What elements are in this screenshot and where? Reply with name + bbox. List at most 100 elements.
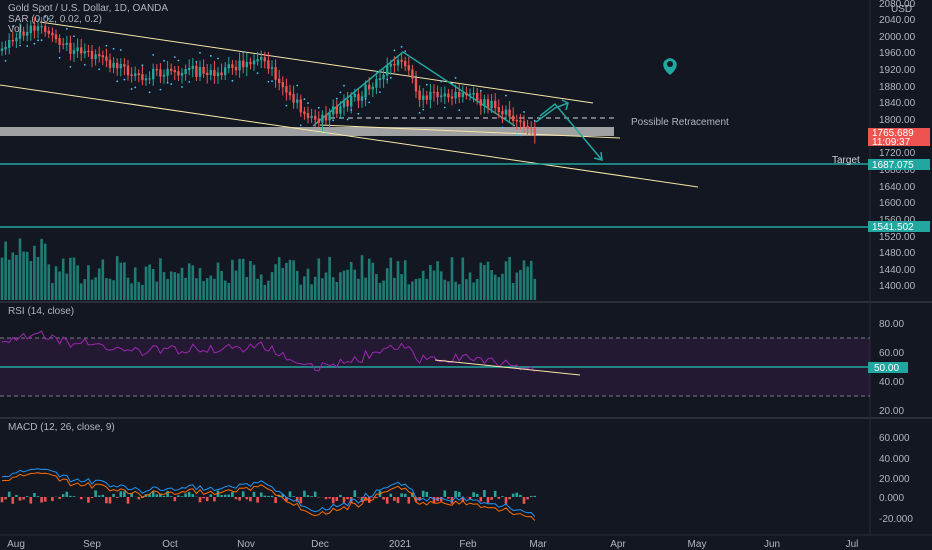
candle-body	[72, 50, 76, 54]
projection-down-arrow[interactable]	[539, 102, 603, 161]
location-pin-icon[interactable]	[663, 58, 677, 75]
candle-body	[249, 61, 252, 65]
sar-legend[interactable]: SAR (0.02, 0.02, 0.2)	[8, 14, 102, 25]
sar-dot	[58, 56, 61, 59]
candle-body	[368, 84, 371, 90]
volume-bar	[454, 281, 457, 300]
sar-dot	[166, 81, 169, 84]
macd-hist-bar	[389, 493, 393, 497]
volume-bar	[241, 258, 245, 300]
currency-label: USD	[891, 4, 912, 15]
channel-upper-line[interactable]	[39, 21, 594, 104]
candlestick-series[interactable]	[0, 17, 536, 144]
volume-bar	[252, 264, 256, 300]
candle-body	[62, 43, 65, 45]
sar-dot	[314, 131, 317, 134]
macd-hist-bar	[364, 497, 367, 501]
macd-legend[interactable]: MACD (12, 26, close, 9)	[8, 422, 115, 433]
volume-bar	[274, 264, 277, 300]
time-axis-label: May	[688, 539, 707, 550]
sar-dot	[73, 35, 75, 38]
inner-trend-line[interactable]	[319, 124, 621, 139]
macd-hist-bar	[303, 490, 306, 497]
candle-body	[335, 106, 338, 114]
volume-bar	[400, 274, 403, 300]
macd-hist-bar	[205, 497, 209, 502]
sar-dot	[443, 106, 446, 109]
macd-hist-bar	[486, 497, 490, 503]
candle-body	[494, 100, 497, 109]
macd-hist-bar	[357, 497, 360, 498]
macd-hist-bar	[353, 490, 357, 497]
volume-legend[interactable]: Vol	[8, 24, 22, 35]
volume-bar	[468, 272, 472, 300]
sar-dot	[440, 80, 443, 83]
volume-bar	[270, 272, 274, 300]
sar-dot	[533, 119, 536, 122]
macd-hist-bar	[220, 495, 223, 497]
time-axis[interactable]: Aug Sep Oct Nov Dec 2021 Feb Mar Apr May Jun Jul	[7, 539, 858, 550]
rsi-axis-label: 80.00	[879, 319, 904, 330]
volume-bar	[357, 278, 360, 300]
candle-body	[238, 60, 241, 71]
volume-bar	[292, 260, 295, 300]
candle-body	[357, 93, 360, 101]
sar-dot	[69, 65, 72, 68]
volume-bar	[447, 281, 450, 300]
rsi-trend-line[interactable]	[434, 359, 581, 376]
macd-hist-bar	[475, 493, 479, 497]
sar-dot	[479, 89, 482, 92]
macd-hist-bar	[403, 493, 407, 497]
volume-bar	[155, 281, 159, 300]
price-axis-label: 1960.00	[879, 48, 916, 59]
macd-hist-bar	[11, 497, 15, 504]
macd-hist-bar	[504, 497, 508, 504]
candle-body	[360, 96, 364, 101]
sar-dot	[130, 88, 133, 90]
candle-body	[465, 92, 468, 96]
candle-body	[144, 78, 148, 81]
volume-bar	[321, 278, 324, 300]
candle-body	[332, 106, 335, 115]
volume-bar	[220, 270, 223, 300]
candle-body	[191, 65, 194, 69]
macd-hist-bar	[515, 492, 519, 497]
retracement-label: Possible Retracement	[631, 117, 729, 128]
sar-dot	[148, 91, 151, 94]
macd-hist-bar	[191, 494, 195, 497]
macd-hist-bar	[231, 492, 234, 497]
candle-body	[213, 69, 216, 77]
macd-hist-bar	[112, 493, 115, 497]
candle-body	[267, 60, 270, 69]
target-label: Target	[832, 155, 860, 166]
volume-bar	[277, 257, 281, 300]
sar-dot	[19, 44, 21, 47]
symbol-title[interactable]: Gold Spot / U.S. Dollar, 1D, OANDA	[8, 3, 169, 14]
macd-hist-bar	[130, 493, 133, 497]
price-axis[interactable]: 2040.00 2000.00 1960.00 1920.00 1880.00 1840.…	[879, 15, 916, 292]
volume-bar	[331, 277, 335, 300]
volume-bar	[450, 257, 454, 300]
price-axis-label: 1440.00	[879, 265, 916, 276]
candle-body	[501, 111, 504, 115]
volume-bar	[69, 257, 72, 300]
price-axis-label: 1800.00	[879, 115, 916, 126]
channel-lower-line[interactable]	[0, 84, 699, 188]
macd-hist-bar	[169, 496, 173, 497]
rsi-legend[interactable]: RSI (14, close)	[8, 306, 75, 317]
sar-dot	[173, 56, 176, 59]
macd-hist-bar	[173, 497, 177, 502]
candle-body	[396, 59, 400, 66]
projection-wave[interactable]	[312, 51, 516, 127]
candle-body	[245, 61, 248, 68]
candle-countdown: 11:09:37	[872, 137, 911, 148]
macd-hist-bar	[198, 497, 202, 503]
volume-bar	[4, 241, 7, 300]
volume-bar	[328, 256, 331, 300]
volume-bar	[371, 262, 375, 300]
price-axis-top: 2080.00	[879, 0, 916, 10]
projection-up-arrow[interactable]	[535, 102, 569, 123]
candle-body	[468, 93, 472, 96]
macd-hist-bar	[493, 490, 497, 497]
